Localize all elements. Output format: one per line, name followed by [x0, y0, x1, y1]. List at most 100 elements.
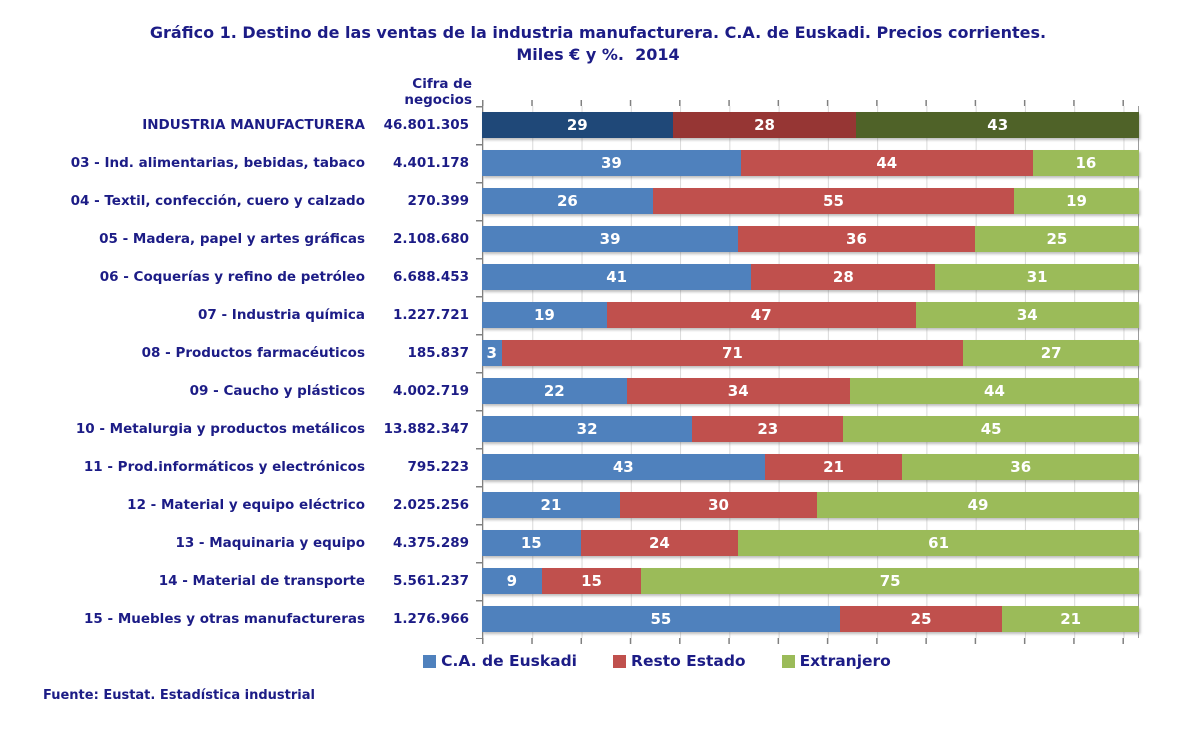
- chart-row: 09 - Caucho y plásticos 4.002.719 22 34 44: [43, 372, 1179, 410]
- bar-segment: 24: [580, 530, 739, 557]
- column-header-cifra-de-negocios: Cifra de negocios: [404, 76, 472, 109]
- row-bar: 21 30 49: [482, 492, 1139, 519]
- row-label: 13 - Maquinaria y equipo: [175, 534, 365, 551]
- legend-label: Resto Estado: [631, 652, 746, 671]
- row-bar: 19 47 34: [482, 302, 1139, 329]
- bar-segment: 43: [856, 112, 1139, 139]
- row-label: INDUSTRIA MANUFACTURERA: [142, 116, 365, 133]
- row-cifra: 2.108.680: [392, 231, 469, 248]
- row-cifra: 1.227.721: [392, 307, 469, 324]
- source-note: Fuente: Eustat. Estadística industrial: [43, 688, 315, 704]
- row-bar-cell: 26 55 19: [482, 182, 1139, 220]
- bar-segment: 36: [738, 226, 975, 253]
- row-label: 15 - Muebles y otras manufactureras: [84, 610, 365, 627]
- row-label: 12 - Material y equipo eléctrico: [127, 496, 365, 513]
- chart-row: 15 - Muebles y otras manufactureras 1.27…: [43, 600, 1179, 638]
- chart-row: 03 - Ind. alimentarias, bebidas, tabaco …: [43, 144, 1179, 182]
- legend-item: Resto Estado: [613, 652, 746, 670]
- row-bar: 15 24 61: [482, 530, 1139, 557]
- row-bar: 32 23 45: [482, 416, 1139, 443]
- chart-row: 12 - Material y equipo eléctrico 2.025.2…: [43, 486, 1179, 524]
- legend-item: Extranjero: [781, 652, 891, 670]
- row-cifra: 13.882.347: [383, 421, 469, 438]
- legend: C.A. de Euskadi Resto Estado Extranjero: [307, 652, 1007, 670]
- chart-row: 08 - Productos farmacéuticos 185.837 3 71…: [43, 334, 1179, 372]
- legend-swatch-icon: [613, 654, 627, 668]
- row-bar-cell: 15 24 61: [482, 524, 1139, 562]
- row-label: 10 - Metalurgia y productos metálicos: [75, 420, 365, 437]
- row-cifra: 4.375.289: [392, 535, 469, 552]
- row-cifra: 2.025.256: [392, 497, 469, 514]
- row-bar-cell: 19 47 34: [482, 296, 1139, 334]
- chart-row: INDUSTRIA MANUFACTURERA 46.801.305 29 28 4…: [43, 106, 1179, 144]
- bar-segment: 15: [482, 530, 581, 557]
- row-label: 09 - Caucho y plásticos: [189, 382, 365, 399]
- bar-segment: 22: [482, 378, 627, 405]
- bar-segment: 39: [482, 150, 741, 177]
- chart-title-line1: Gráfico 1. Destino de las ventas de la i…: [149, 23, 1047, 42]
- bar-segment: 23: [692, 416, 844, 443]
- row-bar-cell: 55 25 21: [482, 600, 1139, 638]
- row-bar: 55 25 21: [482, 606, 1139, 633]
- row-cifra: 6.688.453: [392, 269, 469, 286]
- row-bar: 43 21 36: [482, 454, 1139, 481]
- row-label: 14 - Material de transporte: [158, 572, 365, 589]
- bar-segment: 21: [764, 454, 903, 481]
- bar-segment: 26: [482, 188, 653, 215]
- category-axis-ticks: [476, 106, 482, 640]
- row-label: 04 - Textil, confección, cuero y calzado: [70, 192, 365, 209]
- row-bar: 3 71 27: [482, 340, 1139, 367]
- bar-segment: 19: [482, 302, 607, 329]
- row-cifra: 1.276.966: [392, 611, 469, 628]
- value-axis-ticks-top: [482, 100, 1140, 107]
- legend-label: C.A. de Euskadi: [441, 652, 578, 671]
- bar-segment: 75: [641, 568, 1140, 595]
- bar-segment: 28: [672, 112, 857, 139]
- row-bar: 39 44 16: [482, 150, 1139, 177]
- bar-segment: 44: [740, 150, 1033, 177]
- bar-segment: 71: [501, 340, 964, 367]
- legend-swatch-icon: [781, 654, 795, 668]
- row-cifra: 4.002.719: [392, 383, 469, 400]
- row-bar: 9 15 75: [482, 568, 1140, 595]
- chart-title-line2: Miles € y %. 2014: [516, 45, 680, 65]
- chart-row: 05 - Madera, papel y artes gráficas 2.10…: [43, 220, 1179, 258]
- row-bar: 39 36 25: [482, 226, 1139, 253]
- chart-row: 07 - Industria química 1.227.721 19 47 34: [43, 296, 1179, 334]
- bar-segment: 9: [482, 568, 542, 595]
- legend-item: C.A. de Euskadi: [423, 652, 577, 670]
- row-label: 05 - Madera, papel y artes gráficas: [99, 230, 365, 247]
- bar-segment: 39: [482, 226, 739, 253]
- bar-segment: 49: [817, 492, 1139, 519]
- plot-area: INDUSTRIA MANUFACTURERA 46.801.305 29 28 4…: [43, 100, 1179, 645]
- bar-segment: 25: [839, 606, 1003, 633]
- row-bar-cell: 3 71 27: [482, 334, 1139, 372]
- bar-segment: 55: [482, 606, 840, 633]
- chart-row: 10 - Metalurgia y productos metálicos 13…: [43, 410, 1179, 448]
- row-bar-cell: 43 21 36: [482, 448, 1139, 486]
- row-bar: 41 28 31: [482, 264, 1139, 291]
- row-label: 11 - Prod.informáticos y electrónicos: [83, 458, 365, 475]
- bar-segment: 43: [482, 454, 765, 481]
- bar-segment: 25: [974, 226, 1139, 253]
- bar-segment: 61: [738, 530, 1139, 557]
- bar-segment: 30: [619, 492, 818, 519]
- bar-segment: 41: [482, 264, 752, 291]
- value-axis-ticks-bottom: [482, 638, 1140, 645]
- bar-segment: 31: [935, 264, 1139, 291]
- chart-rows: INDUSTRIA MANUFACTURERA 46.801.305 29 28 4…: [43, 106, 1179, 638]
- row-bar-cell: 21 30 49: [482, 486, 1139, 524]
- row-label: 06 - Coquerías y refino de petróleo: [99, 268, 365, 285]
- bar-segment: 28: [751, 264, 936, 291]
- bar-segment: 21: [482, 492, 620, 519]
- row-bar-cell: 29 28 43: [482, 106, 1139, 144]
- row-bar-cell: 39 36 25: [482, 220, 1139, 258]
- chart-row: 06 - Coquerías y refino de petróleo 6.68…: [43, 258, 1179, 296]
- bar-segment: 27: [963, 340, 1139, 367]
- bar-segment: 55: [652, 188, 1015, 215]
- bar-segment: 34: [626, 378, 850, 405]
- row-cifra: 270.399: [407, 193, 470, 210]
- bar-segment: 16: [1032, 150, 1139, 177]
- row-cifra: 795.223: [407, 459, 470, 476]
